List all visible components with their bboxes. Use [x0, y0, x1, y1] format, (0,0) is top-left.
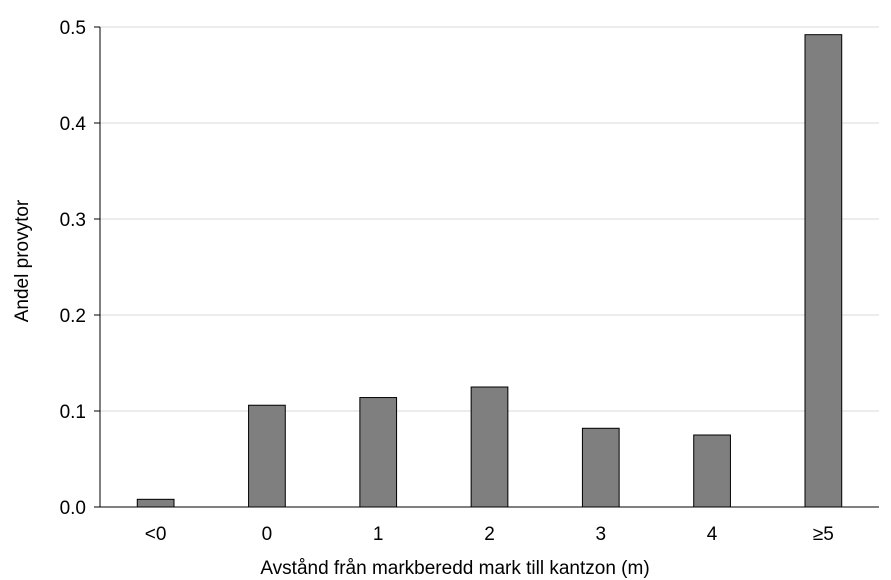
bar [136, 498, 175, 508]
bar [470, 386, 509, 508]
x-tick-label: ≥5 [813, 524, 834, 545]
y-axis-ticks: 0.0 0.1 0.2 0.3 0.4 0.5 [60, 18, 100, 519]
y-tick-label: 0.1 [60, 402, 86, 423]
y-tick-label: 0.2 [60, 306, 86, 327]
x-tick-label: 2 [484, 524, 495, 545]
y-tick-label: 0.3 [60, 210, 86, 231]
bar [248, 404, 286, 508]
x-axis-title: Avstånd från markberedd mark till kantzo… [260, 558, 649, 579]
bar [359, 397, 398, 508]
x-tick-label: 4 [707, 524, 718, 545]
bars [136, 34, 843, 508]
x-tick-label: <0 [145, 524, 167, 545]
gridlines [100, 26, 879, 412]
x-axis-ticks: <0 0 1 2 3 4 ≥5 [145, 524, 834, 545]
bar [581, 427, 620, 508]
y-tick-label: 0.0 [60, 498, 86, 519]
y-axis-title: Andel provytor [12, 199, 33, 322]
x-tick-label: 0 [262, 524, 273, 545]
bar [804, 34, 843, 508]
x-tick-label: 1 [373, 524, 384, 545]
y-tick-label: 0.4 [60, 114, 87, 135]
x-tick-label: 3 [595, 524, 606, 545]
y-tick-label: 0.5 [60, 18, 86, 39]
bar [693, 434, 731, 508]
